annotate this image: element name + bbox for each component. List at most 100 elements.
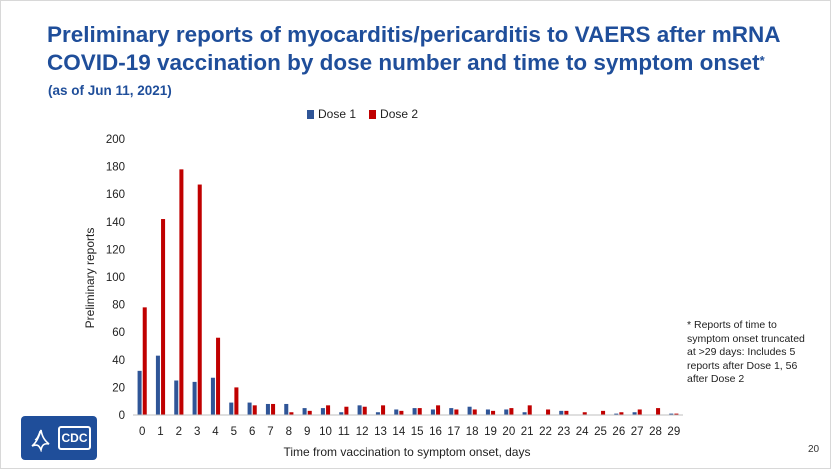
legend-item-dose2: Dose 2 — [369, 107, 418, 121]
bar-dose-2-day-1 — [161, 219, 166, 415]
x-tick-label: 0 — [139, 426, 145, 438]
cdc-logo: CDC — [21, 416, 97, 460]
bar-dose-1-day-5 — [229, 402, 234, 415]
y-tick-label: 0 — [119, 410, 125, 422]
chart-legend: Dose 1 Dose 2 — [307, 107, 431, 121]
bar-dose-1-day-3 — [192, 381, 197, 415]
x-tick-label: 13 — [374, 426, 387, 438]
bar-dose-1-day-20 — [504, 409, 509, 415]
x-tick-label: 5 — [231, 426, 237, 438]
y-tick-label: 80 — [112, 300, 125, 312]
x-tick-label: 6 — [249, 426, 255, 438]
bar-dose-2-day-8 — [289, 412, 294, 415]
bar-dose-1-day-17 — [449, 408, 454, 415]
bar-dose-1-day-2 — [174, 380, 179, 415]
bar-dose-2-day-26 — [619, 412, 624, 415]
x-tick-label: 28 — [649, 426, 662, 438]
slide-title: Preliminary reports of myocarditis/peric… — [47, 21, 817, 77]
bar-dose-2-day-7 — [271, 403, 276, 415]
legend-label-dose1: Dose 1 — [318, 107, 357, 121]
bar-dose-1-day-14 — [394, 409, 399, 415]
bar-dose-2-day-18 — [472, 409, 477, 415]
legend-swatch-dose1 — [307, 109, 314, 119]
bar-dose-2-day-24 — [582, 412, 587, 415]
x-tick-label: 2 — [176, 426, 182, 438]
legend-swatch-dose2 — [369, 109, 377, 119]
bar-dose-1-day-6 — [247, 402, 252, 415]
bar-dose-2-day-17 — [454, 409, 459, 415]
x-tick-label: 26 — [612, 426, 625, 438]
page-number: 20 — [808, 444, 820, 455]
title-footnote-marker: * — [759, 53, 765, 68]
y-tick-label: 180 — [106, 162, 125, 174]
bar-dose-1-day-18 — [467, 406, 472, 415]
y-tick-label: 20 — [112, 382, 125, 394]
x-tick-label: 3 — [194, 426, 200, 438]
bar-dose-2-day-27 — [637, 409, 642, 415]
bar-dose-2-day-29 — [674, 413, 679, 415]
y-axis-label: Preliminary reports — [83, 228, 97, 329]
y-tick-label: 120 — [106, 244, 125, 256]
x-axis-label: Time from vaccination to symptom onset, … — [284, 445, 531, 459]
x-tick-label: 10 — [319, 426, 332, 438]
bar-dose-2-day-15 — [417, 408, 422, 415]
bar-dose-1-day-29 — [669, 413, 674, 415]
title-text: Preliminary reports of myocarditis/peric… — [47, 22, 780, 75]
bar-dose-1-day-8 — [284, 403, 289, 415]
x-tick-label: 21 — [521, 426, 534, 438]
x-tick-label: 7 — [267, 426, 273, 438]
x-tick-label: 4 — [212, 426, 219, 438]
x-tick-label: 16 — [429, 426, 442, 438]
bar-dose-2-day-3 — [197, 184, 202, 415]
bar-dose-1-day-13 — [375, 412, 380, 415]
bar-dose-2-day-13 — [381, 405, 386, 415]
bar-dose-2-day-9 — [307, 410, 312, 415]
hhs-eagle-icon — [31, 429, 50, 452]
bar-dose-1-day-11 — [339, 412, 344, 415]
bar-dose-2-day-10 — [326, 405, 331, 415]
x-tick-label: 29 — [667, 426, 680, 438]
bar-dose-1-day-16 — [430, 409, 435, 415]
bar-dose-2-day-12 — [362, 406, 367, 415]
bar-dose-1-day-1 — [155, 355, 160, 415]
bar-dose-1-day-19 — [485, 409, 490, 415]
y-tick-label: 160 — [106, 189, 125, 201]
x-tick-label: 8 — [286, 426, 292, 438]
bar-dose-1-day-26 — [614, 413, 619, 415]
y-axis: 0 20 40 60 80 100 120 140 160 180 200 — [106, 134, 125, 422]
bars — [137, 169, 679, 415]
x-tick-label: 27 — [631, 426, 644, 438]
x-tick-label: 12 — [356, 426, 369, 438]
footnote: * Reports of time to symptom onset trunc… — [687, 319, 805, 385]
bar-dose-2-day-25 — [601, 410, 606, 415]
bar-dose-2-day-11 — [344, 406, 349, 415]
as-of-date: (as of Jun 11, 2021) — [48, 83, 172, 98]
y-tick-label: 140 — [106, 217, 125, 229]
y-tick-label: 100 — [106, 272, 125, 284]
y-tick-label: 60 — [112, 327, 125, 339]
x-tick-label: 18 — [466, 426, 479, 438]
bar-dose-2-day-14 — [399, 410, 404, 415]
bar-dose-2-day-28 — [656, 408, 661, 415]
bar-dose-2-day-16 — [436, 405, 441, 415]
x-tick-label: 25 — [594, 426, 607, 438]
bar-dose-1-day-12 — [357, 405, 362, 415]
bar-dose-2-day-22 — [546, 409, 551, 415]
bar-dose-2-day-6 — [252, 405, 257, 415]
bar-dose-2-day-21 — [527, 405, 532, 415]
x-tick-label: 20 — [502, 426, 515, 438]
x-tick-label: 9 — [304, 426, 310, 438]
bar-dose-2-day-19 — [491, 410, 496, 415]
x-tick-label: 19 — [484, 426, 497, 438]
x-tick-label: 14 — [392, 426, 405, 438]
bar-dose-1-day-10 — [320, 408, 325, 415]
bar-dose-1-day-21 — [522, 412, 527, 415]
x-tick-label: 17 — [447, 426, 460, 438]
x-tick-label: 23 — [557, 426, 570, 438]
bar-dose-2-day-0 — [142, 307, 147, 415]
x-tick-label: 22 — [539, 426, 552, 438]
bar-dose-1-day-7 — [265, 403, 270, 415]
bar-dose-1-day-27 — [632, 412, 637, 415]
